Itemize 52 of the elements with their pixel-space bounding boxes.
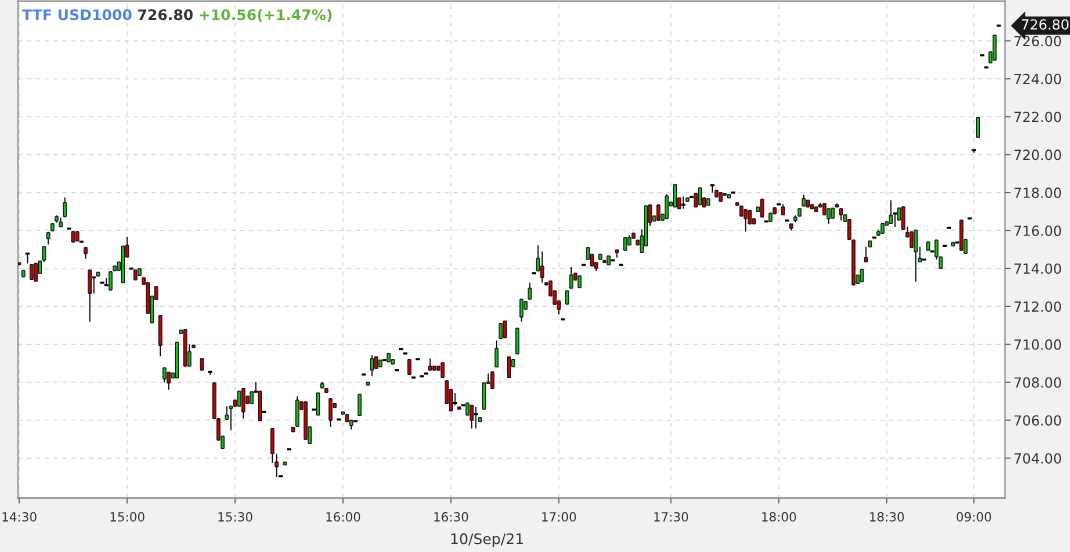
x-tick-label: 18:00	[762, 512, 796, 522]
candlestick	[328, 397, 333, 428]
y-tick-label: 708.00	[1014, 377, 1062, 388]
candlestick	[507, 356, 511, 379]
y-tick-label: 706.00	[1014, 415, 1062, 426]
candlestick	[316, 392, 321, 416]
candlestick	[62, 196, 67, 218]
candlestick	[78, 240, 85, 243]
candlestick	[108, 271, 113, 291]
y-tick-label: 718.00	[1014, 187, 1062, 199]
annotation: 726.80	[138, 9, 193, 21]
x-tick-label: 15:00	[110, 512, 145, 522]
x-tick-label: 16:30	[434, 512, 469, 522]
candlestick	[614, 249, 619, 259]
y-tick-label: 714.00	[1014, 263, 1062, 274]
y-tick-label: 712.00	[1014, 301, 1062, 312]
candlestick	[494, 339, 499, 368]
x-tick-label: 17:00	[542, 512, 576, 522]
x-tick-label: 18:30	[870, 512, 904, 522]
candlestick	[274, 452, 279, 478]
candlestick	[360, 373, 367, 376]
candlestick	[863, 246, 868, 263]
y-tick-label: 704.00	[1014, 453, 1062, 464]
y-tick-label: 710.00	[1014, 339, 1062, 350]
candlestick	[335, 418, 342, 421]
y-tick-label: 720.00	[1014, 149, 1062, 161]
y-tick-label: 722.00	[1014, 111, 1062, 123]
text: 726.80	[1021, 19, 1069, 30]
x-tick-label: 09:00	[956, 512, 992, 522]
candlestick	[352, 420, 359, 423]
candlestick	[519, 298, 524, 323]
candlestick	[954, 241, 961, 244]
candlestick	[357, 393, 362, 417]
y-tick-label: 716.00	[1014, 225, 1062, 236]
x-tick-label: 15:30	[218, 512, 253, 522]
candlestick	[469, 404, 474, 430]
candlestick	[569, 266, 574, 289]
candlestick	[410, 376, 417, 379]
x-tick-label: 17:30	[654, 512, 689, 522]
candlestick	[87, 269, 92, 323]
annotation: +10.56(+1.47%)	[199, 8, 332, 22]
x-axis-title: 10/Sep/21	[451, 533, 523, 548]
y-tick-label: 724.00	[1014, 73, 1062, 85]
y-tick-label: 726.00	[1014, 35, 1062, 47]
candlestick	[241, 387, 246, 420]
candlestick	[976, 116, 981, 139]
chart-title: TTF USD1000	[22, 9, 132, 21]
candlestick	[664, 193, 669, 220]
candlestick	[743, 209, 748, 233]
x-tick-label: 14:30	[2, 512, 37, 522]
candlestick	[901, 206, 906, 231]
x-tick-label: 16:00	[326, 512, 361, 522]
